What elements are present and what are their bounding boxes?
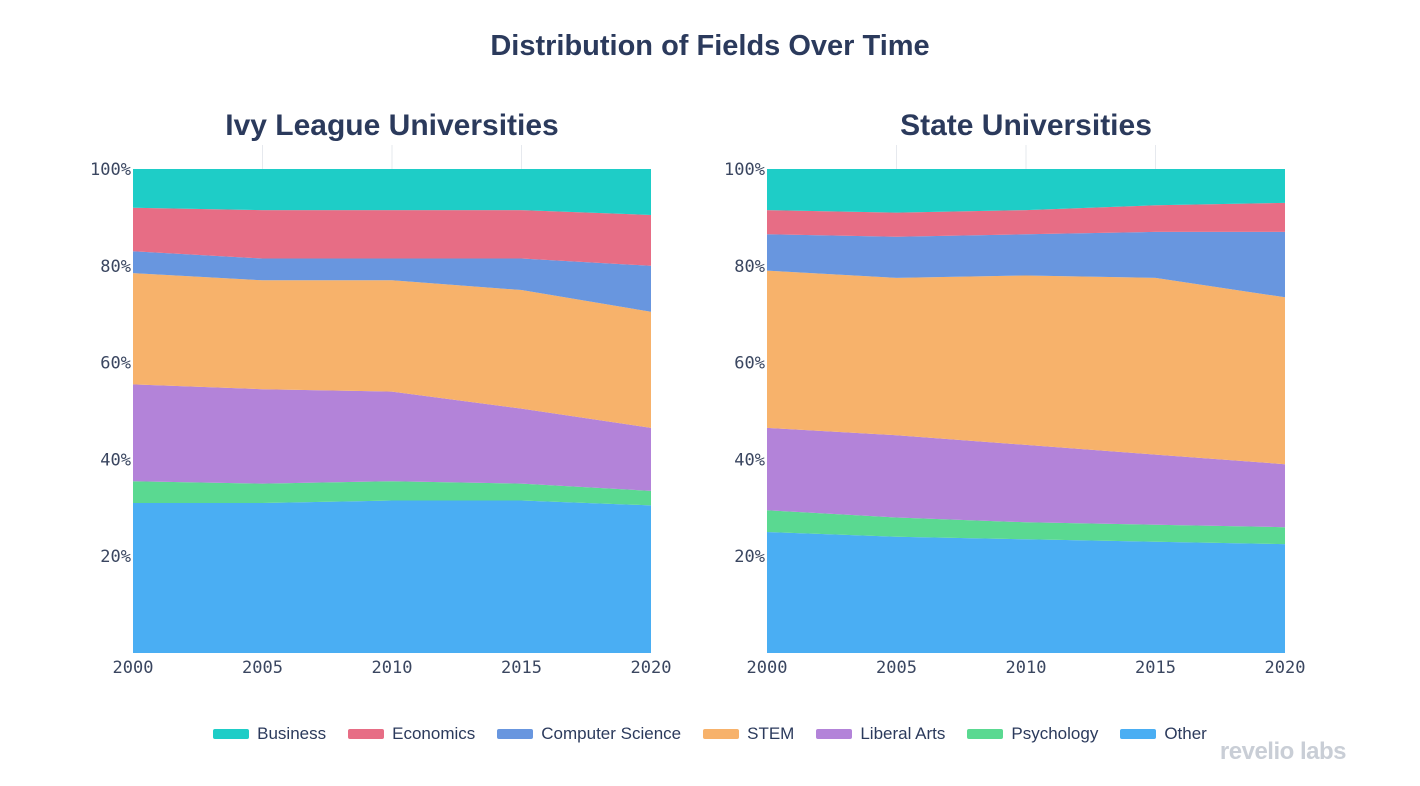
area-liberal-arts <box>133 384 651 491</box>
legend-label-stem: STEM <box>747 724 795 743</box>
y-tick-label: 100% <box>90 160 131 180</box>
x-tick-label: 2010 <box>372 658 413 678</box>
legend-item-computer-science[interactable]: Computer Science <box>497 724 681 744</box>
y-tick-label: 80% <box>100 257 131 277</box>
legend-item-business[interactable]: Business <box>213 724 326 744</box>
x-tick-label: 2020 <box>631 658 672 678</box>
y-tick-label: 60% <box>100 354 131 374</box>
area-economics <box>767 202 1285 237</box>
x-tick-label: 2010 <box>1006 658 1047 678</box>
legend-item-other[interactable]: Other <box>1120 724 1207 744</box>
legend-swatch-economics <box>348 729 385 739</box>
x-tick-label: 2005 <box>876 658 917 678</box>
y-tick-label: 20% <box>734 547 765 567</box>
area-liberal-arts <box>767 427 1285 528</box>
area-computer-science <box>133 251 651 312</box>
legend-label-computer-science: Computer Science <box>541 724 682 743</box>
legend-item-economics[interactable]: Economics <box>348 724 475 744</box>
x-tick-label: 2005 <box>242 658 283 678</box>
y-tick-label: 80% <box>734 257 765 277</box>
chart-subtitle: State Universities <box>900 109 1152 142</box>
legend-label-psychology: Psychology <box>1011 724 1099 743</box>
x-tick-label: 2000 <box>747 658 788 678</box>
chart-main-title: Distribution of Fields Over Time <box>490 30 930 62</box>
y-tick-label: 60% <box>734 354 765 374</box>
legend-swatch-liberal-arts <box>816 729 853 739</box>
legend-swatch-stem <box>703 729 740 739</box>
y-tick-label: 40% <box>100 450 131 470</box>
legend-label-business: Business <box>257 724 327 743</box>
brand-logo: revelio labs <box>1219 738 1347 765</box>
x-tick-label: 2020 <box>1265 658 1306 678</box>
area-other <box>767 532 1285 653</box>
legend-label-liberal-arts: Liberal Arts <box>860 724 946 743</box>
legend-label-other: Other <box>1164 724 1207 743</box>
area-psychology <box>133 481 651 506</box>
area-stem <box>767 270 1285 465</box>
area-business <box>133 169 651 215</box>
legend: Business Economics Computer Science STEM… <box>0 724 1420 744</box>
area-stem <box>133 273 651 428</box>
area-other <box>133 500 651 653</box>
legend-swatch-psychology <box>967 729 1004 739</box>
y-tick-label: 100% <box>724 160 765 180</box>
area-economics <box>133 207 651 266</box>
legend-swatch-other <box>1120 729 1157 739</box>
legend-item-liberal-arts[interactable]: Liberal Arts <box>816 724 945 744</box>
y-tick-label: 20% <box>100 547 131 567</box>
legend-label-economics: Economics <box>392 724 476 743</box>
area-psychology <box>767 510 1285 545</box>
legend-swatch-computer-science <box>497 729 534 739</box>
x-tick-label: 2000 <box>113 658 154 678</box>
legend-item-stem[interactable]: STEM <box>703 724 794 744</box>
area-computer-science <box>767 231 1285 298</box>
chart-subtitle: Ivy League Universities <box>225 109 559 142</box>
x-tick-label: 2015 <box>1135 658 1176 678</box>
area-business <box>767 169 1285 213</box>
legend-item-psychology[interactable]: Psychology <box>967 724 1098 744</box>
x-tick-label: 2015 <box>501 658 542 678</box>
y-tick-label: 40% <box>734 450 765 470</box>
chart-panel-state-universities: State Universities 20% 40% 60% 80% 100% 2000 20… <box>724 109 1305 678</box>
chart-panel-ivy-league-universities: Ivy League Universities 20% 40% 60% 80% 100% 2… <box>90 109 671 678</box>
legend-swatch-business <box>213 729 250 739</box>
